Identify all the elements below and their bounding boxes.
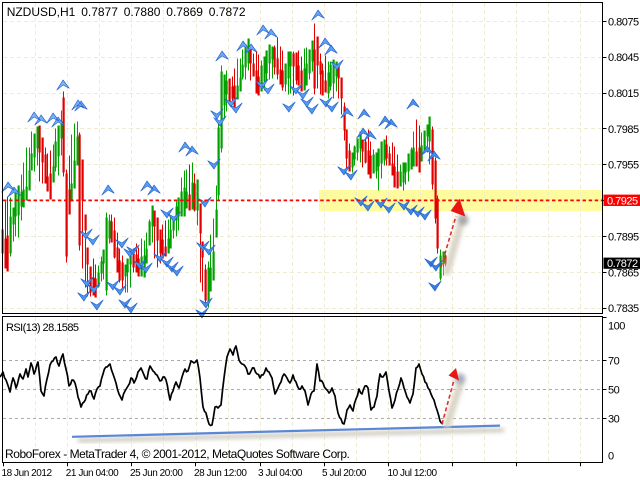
svg-text:0.7835: 0.7835 [608,303,639,315]
svg-text:0.7872: 0.7872 [607,258,638,270]
svg-text:0.8015: 0.8015 [608,88,639,100]
svg-text:0.7865: 0.7865 [608,267,639,279]
svg-text:25 Jun 20:00: 25 Jun 20:00 [130,468,183,479]
svg-text:0.8075: 0.8075 [608,16,639,28]
svg-text:0.7955: 0.7955 [608,160,639,172]
svg-text:0: 0 [608,451,614,463]
svg-text:10 Jul 12:00: 10 Jul 12:00 [388,468,438,479]
svg-text:3 Jul 04:00: 3 Jul 04:00 [258,468,303,479]
svg-text:21 Jun 04:00: 21 Jun 04:00 [66,468,119,479]
svg-text:0.7925: 0.7925 [607,195,638,207]
svg-text:NZDUSD,H1 0.7877 0.7880 0.786: NZDUSD,H1 0.7877 0.7880 0.7869 0.7872 [7,5,246,19]
svg-text:18 Jun 2012: 18 Jun 2012 [2,468,53,479]
svg-text:0.7895: 0.7895 [608,231,639,243]
svg-text:100: 100 [608,320,625,332]
svg-text:0.7985: 0.7985 [608,124,639,136]
svg-text:0.8045: 0.8045 [608,52,639,64]
svg-text:50: 50 [608,385,620,397]
svg-text:RoboForex - MetaTrader 4, © 20: RoboForex - MetaTrader 4, © 2001-2012, M… [5,447,350,461]
svg-text:28 Jun 12:00: 28 Jun 12:00 [194,468,247,479]
svg-text:30: 30 [608,414,620,426]
svg-text:RSI(13) 28.1585: RSI(13) 28.1585 [6,322,79,334]
svg-text:5 Jul 20:00: 5 Jul 20:00 [322,468,367,479]
svg-text:70: 70 [608,356,620,368]
